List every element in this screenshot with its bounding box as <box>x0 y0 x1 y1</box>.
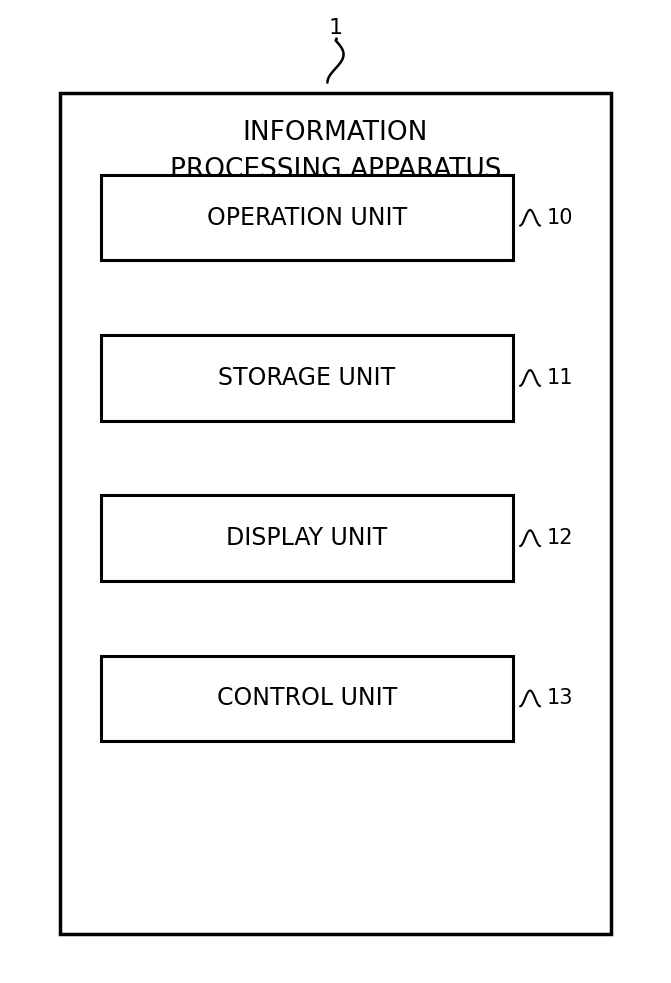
Bar <box>101 335 513 421</box>
Bar <box>101 175 513 260</box>
Text: 12: 12 <box>547 528 573 549</box>
Text: 10: 10 <box>547 207 573 228</box>
Text: 11: 11 <box>547 368 573 388</box>
Bar <box>101 656 513 741</box>
Text: OPERATION UNIT: OPERATION UNIT <box>207 205 407 230</box>
Bar <box>60 93 611 934</box>
Text: 13: 13 <box>547 688 573 709</box>
Bar <box>101 495 513 581</box>
Text: STORAGE UNIT: STORAGE UNIT <box>218 366 396 390</box>
Text: 1: 1 <box>328 18 343 37</box>
Text: DISPLAY UNIT: DISPLAY UNIT <box>226 526 388 550</box>
Text: PROCESSING APPARATUS: PROCESSING APPARATUS <box>170 157 501 183</box>
Text: INFORMATION: INFORMATION <box>243 120 428 145</box>
Text: CONTROL UNIT: CONTROL UNIT <box>217 686 397 711</box>
